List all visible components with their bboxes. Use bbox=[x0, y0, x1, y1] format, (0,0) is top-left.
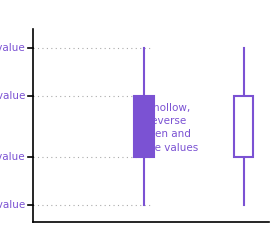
Bar bbox=[134, 96, 154, 157]
Text: High value: High value bbox=[0, 43, 25, 53]
Text: If hollow,
reverse
open and
close values: If hollow, reverse open and close values bbox=[134, 103, 198, 153]
Text: Open value: Open value bbox=[0, 152, 25, 162]
Text: Close value: Close value bbox=[0, 91, 25, 101]
Text: Low value: Low value bbox=[0, 200, 25, 210]
Bar bbox=[234, 96, 253, 157]
